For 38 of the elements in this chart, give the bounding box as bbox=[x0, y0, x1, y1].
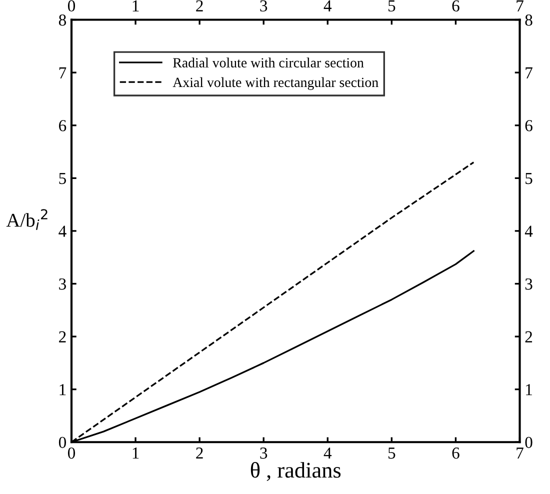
y2-tick-label: 2 bbox=[525, 331, 532, 342]
x2-tick-label: 6 bbox=[452, 0, 460, 12]
y-tick-label: 4 bbox=[58, 226, 66, 237]
x2-tick-label: 2 bbox=[196, 0, 203, 12]
y-axis-title: A/b$_{i}$$^{2}$ bbox=[6, 209, 48, 230]
x-tick-label: 5 bbox=[388, 448, 396, 459]
y-tick-label: 7 bbox=[59, 67, 66, 78]
x2-tick-label: 4 bbox=[324, 0, 332, 12]
y-tick-label: 5 bbox=[59, 173, 66, 184]
y2-tick-label: 7 bbox=[526, 67, 532, 78]
y2-tick-label: 5 bbox=[526, 173, 532, 184]
y-tick-label: 0 bbox=[58, 436, 66, 448]
y2-tick-label: 6 bbox=[525, 120, 532, 132]
x2-tick-label: 7 bbox=[516, 0, 524, 12]
x-axis-title: θ , radians bbox=[250, 462, 341, 481]
x-tick-label: 7 bbox=[516, 448, 524, 459]
x-tick-label: 1 bbox=[132, 448, 139, 459]
x2-tick-label: 3 bbox=[260, 0, 268, 12]
y2-tick-label: 0 bbox=[525, 436, 532, 448]
x-tick-label: 0 bbox=[68, 447, 76, 459]
x2-tick-label: 1 bbox=[132, 0, 139, 12]
y-tick-label: 1 bbox=[60, 384, 66, 396]
x2-tick-label: 0 bbox=[68, 0, 76, 12]
x-tick-label: 6 bbox=[452, 448, 460, 459]
x2-tick-label: 5 bbox=[388, 0, 396, 12]
x-tick-label: 2 bbox=[196, 448, 203, 459]
y-tick-label: 3 bbox=[59, 278, 66, 290]
y-tick-label: 2 bbox=[59, 331, 66, 342]
y2-tick-label: 1 bbox=[526, 384, 532, 396]
y2-tick-label: 4 bbox=[524, 226, 533, 237]
x-tick-label: 4 bbox=[324, 448, 332, 459]
legend-label: Radial volute with circular section bbox=[173, 58, 364, 68]
y2-tick-label: 3 bbox=[525, 278, 532, 290]
legend-label: Axial volute with rectangular section bbox=[172, 77, 378, 90]
y-tick-label: 6 bbox=[59, 120, 66, 132]
y-tick-label: 8 bbox=[58, 14, 66, 26]
y2-tick-label: 8 bbox=[525, 14, 532, 26]
x-tick-label: 3 bbox=[260, 448, 268, 459]
